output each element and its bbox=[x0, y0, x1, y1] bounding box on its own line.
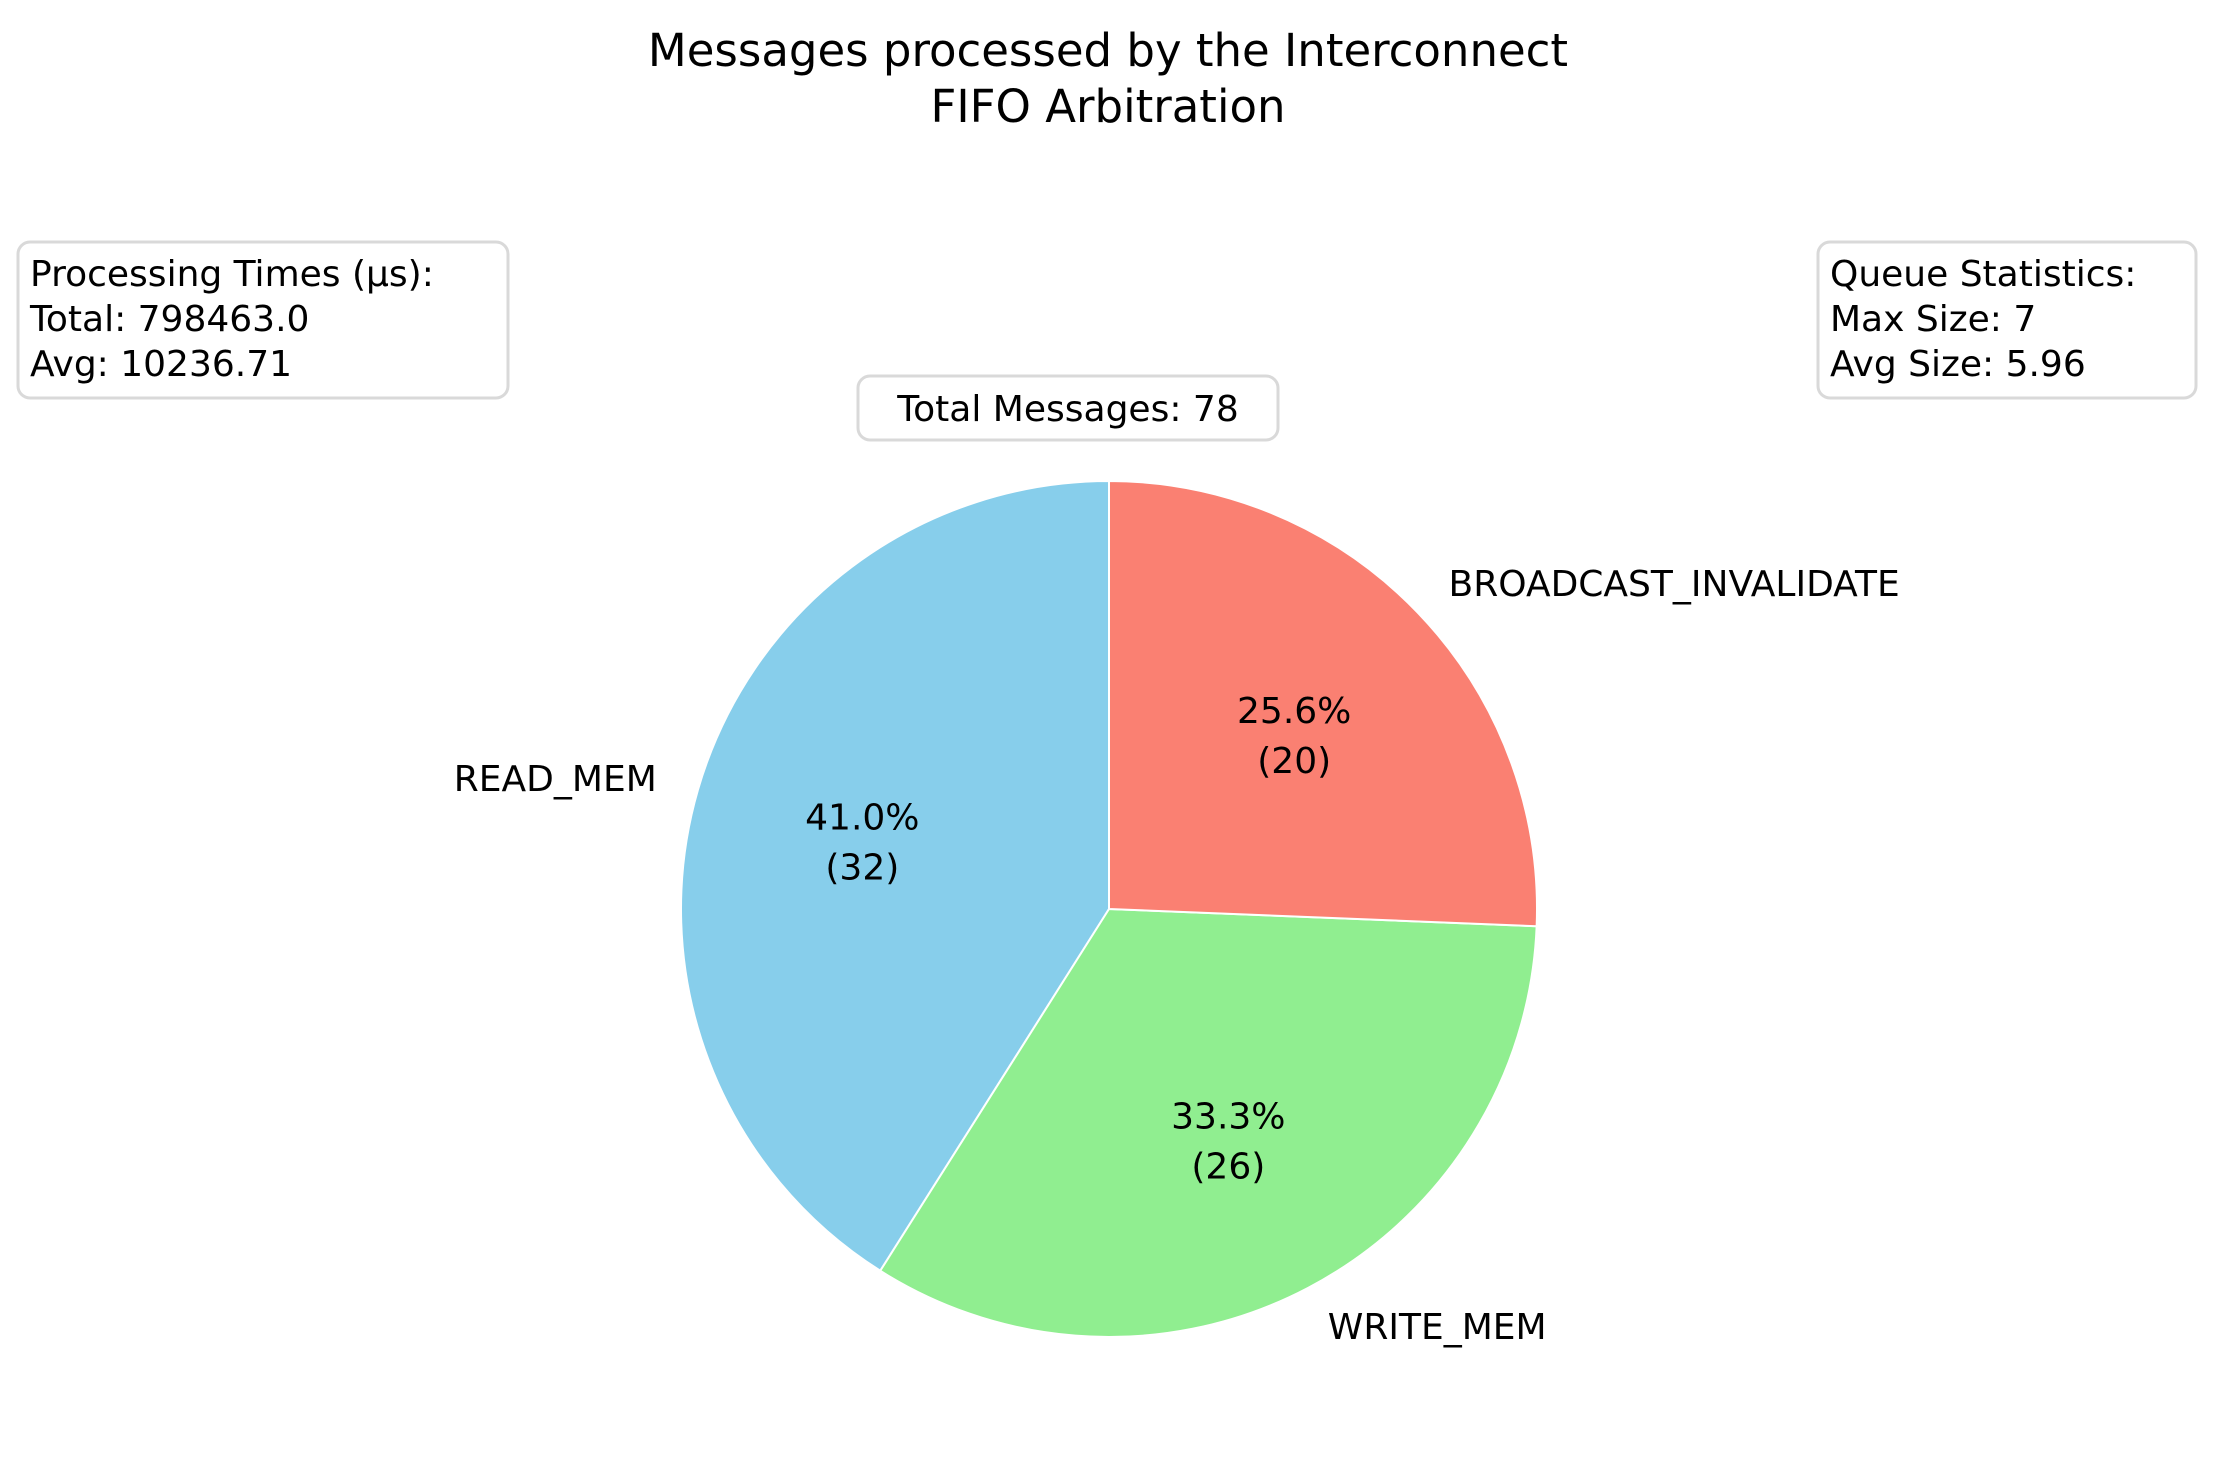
queue-statistics-heading: Queue Statistics: bbox=[1830, 254, 2136, 295]
pie-slice-broadcast-invalidate bbox=[1108, 479, 1538, 928]
pie-slice-write-mem bbox=[878, 907, 1538, 1338]
pie-slice-read-mem bbox=[680, 479, 1110, 1273]
slice-label-write-mem: WRITE_MEM bbox=[1328, 1307, 1547, 1348]
total-messages-label: Total Messages: 78 bbox=[896, 389, 1238, 430]
queue-statistics-avg-size: Avg Size: 5.96 bbox=[1830, 344, 2086, 385]
total-messages-box: Total Messages: 78 bbox=[856, 374, 1280, 442]
slice-percent-write-mem: 33.3% bbox=[1171, 1096, 1285, 1137]
processing-times-heading: Processing Times (µs): bbox=[30, 254, 434, 295]
processing-times-avg: Avg: 10236.71 bbox=[30, 344, 292, 385]
slice-label-read-mem: READ_MEM bbox=[454, 759, 657, 800]
processing-times-total: Total: 798463.0 bbox=[29, 299, 309, 340]
slice-count-broadcast-invalidate: (20) bbox=[1257, 741, 1331, 782]
slice-percent-read-mem: 41.0% bbox=[805, 798, 919, 839]
pie-slices bbox=[680, 479, 1538, 1338]
slice-percent-broadcast-invalidate: 25.6% bbox=[1237, 691, 1351, 732]
slice-count-write-mem: (26) bbox=[1191, 1146, 1265, 1187]
chart-title-line-1: Messages processed by the Interconnect bbox=[648, 24, 1568, 77]
chart-title-line-2: FIFO Arbitration bbox=[930, 80, 1285, 133]
pie-labels: READ_MEM 41.0% (32) WRITE_MEM 33.3% (26) BROAD… bbox=[454, 564, 1900, 1348]
queue-statistics-max-size: Max Size: 7 bbox=[1830, 299, 2036, 340]
slice-count-read-mem: (32) bbox=[825, 848, 899, 889]
processing-times-box: Processing Times (µs): Total: 798463.0 A… bbox=[16, 240, 510, 400]
slice-label-broadcast-invalidate: BROADCAST_INVALIDATE bbox=[1449, 564, 1900, 605]
queue-statistics-box: Queue Statistics: Max Size: 7 Avg Size: … bbox=[1816, 240, 2198, 400]
